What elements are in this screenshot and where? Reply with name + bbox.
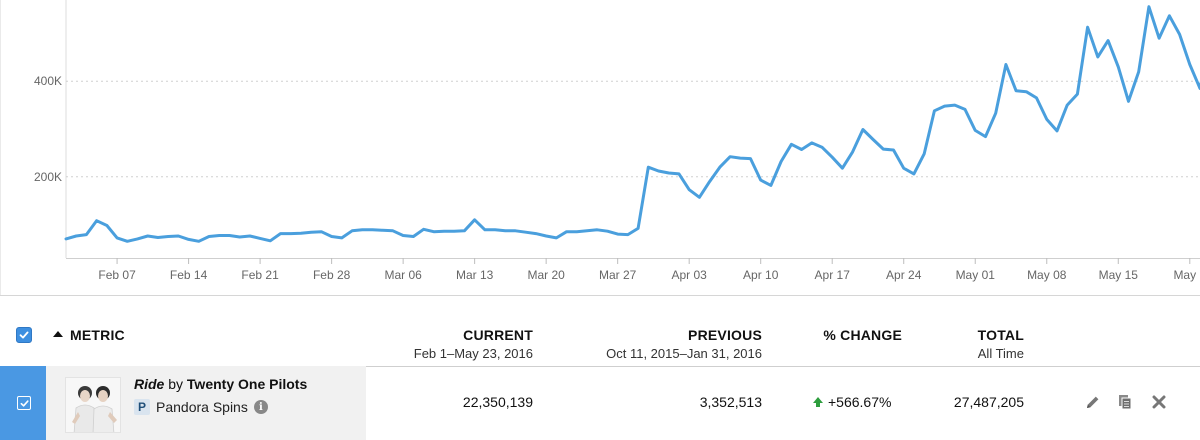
x-tick-label: Mar 20 (527, 268, 565, 282)
select-all-checkbox[interactable] (16, 327, 32, 343)
artist-photo-icon (66, 378, 120, 432)
track-title: Ride by Twenty One Pilots (134, 376, 307, 392)
x-tick-label: May 2 (1173, 268, 1200, 282)
x-tick-label: Feb 21 (241, 268, 279, 282)
sort-ascending-icon[interactable] (53, 331, 63, 337)
pandora-icon: P (134, 399, 150, 415)
x-tick-label: Feb 14 (170, 268, 208, 282)
x-tick-label: Feb 07 (98, 268, 136, 282)
change-value-cell: +566.67% (812, 394, 891, 410)
song-name: Ride (134, 376, 165, 392)
x-tick-label: Apr 17 (815, 268, 851, 282)
x-tick-label: Mar 06 (384, 268, 422, 282)
x-tick-label: Feb 28 (313, 268, 351, 282)
change-column-header[interactable]: % CHANGE (823, 327, 902, 343)
info-icon[interactable]: i (253, 400, 268, 414)
line-chart: 200K 400K Feb 07 Feb 14 Feb 21 Feb 28 Mar 06 Ma… (0, 0, 1200, 296)
total-date-range: All Time (977, 346, 1024, 361)
artist-thumbnail (65, 377, 121, 433)
y-tick-label: 400K (34, 74, 62, 88)
x-tick-label: Mar 27 (599, 268, 637, 282)
x-tick-label: Apr 10 (743, 268, 779, 282)
metric-source: P Pandora Spins i (134, 398, 268, 416)
checkmark-icon (19, 331, 29, 339)
row-checkbox[interactable] (17, 396, 31, 410)
current-column-header[interactable]: CURRENT (463, 327, 533, 343)
checkmark-icon (20, 399, 29, 407)
previous-value: 3,352,513 (699, 394, 762, 410)
close-icon (1152, 395, 1166, 409)
total-column-header[interactable]: TOTAL (977, 327, 1024, 343)
x-tick-label: Apr 24 (886, 268, 922, 282)
change-value: +566.67% (828, 394, 892, 410)
artist-name: Twenty One Pilots (186, 376, 308, 392)
by-text: by (164, 376, 187, 392)
row-select-cell[interactable] (0, 366, 46, 440)
table-row[interactable]: Ride by Twenty One Pilots P Pandora Spin… (0, 366, 1200, 440)
y-tick-label: 200K (34, 170, 62, 184)
pencil-icon (1087, 396, 1099, 408)
metric-card[interactable]: Ride by Twenty One Pilots P Pandora Spin… (46, 366, 366, 440)
header-divider (0, 366, 1200, 367)
source-label: Pandora Spins (156, 399, 248, 415)
arrow-up-icon (813, 397, 823, 407)
x-tick-label: May 01 (956, 268, 996, 282)
copy-button[interactable] (1116, 393, 1134, 411)
previous-column-header[interactable]: PREVIOUS (688, 327, 762, 343)
x-tick-label: Mar 13 (456, 268, 494, 282)
x-tick-label: May 08 (1027, 268, 1067, 282)
chart-svg: 200K 400K Feb 07 Feb 14 Feb 21 Feb 28 Mar 06 Ma… (0, 0, 1200, 296)
x-tick-label: Apr 03 (672, 268, 708, 282)
current-value: 22,350,139 (462, 394, 533, 410)
previous-date-range: Oct 11, 2015–Jan 31, 2016 (606, 346, 762, 361)
metric-column-header[interactable]: METRIC (70, 327, 125, 343)
table-header: METRIC CURRENT Feb 1–May 23, 2016 PREVIO… (0, 318, 1200, 367)
current-date-range: Feb 1–May 23, 2016 (413, 346, 533, 361)
edit-button[interactable] (1084, 393, 1102, 411)
copy-icon (1119, 395, 1132, 410)
remove-button[interactable] (1150, 393, 1168, 411)
x-tick-label: May 15 (1099, 268, 1139, 282)
series-line (64, 5, 1200, 243)
total-value: 27,487,205 (953, 394, 1024, 410)
